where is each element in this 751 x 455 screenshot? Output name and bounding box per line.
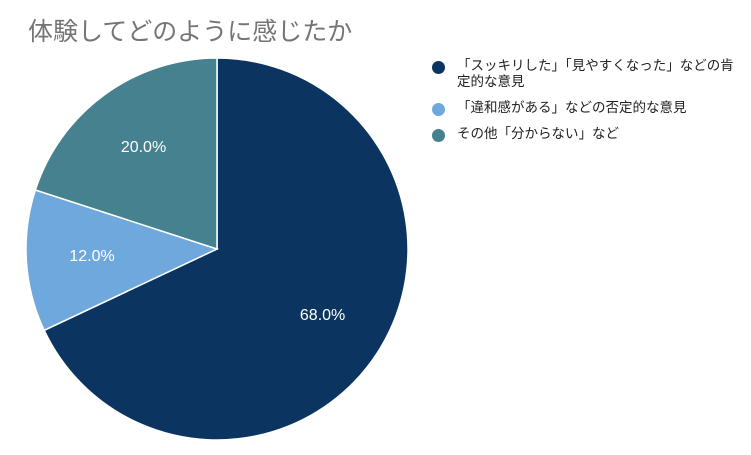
legend-item-positive[interactable]: 「スッキリした」「見やすくなった」などの肯定的な意見 <box>432 58 742 90</box>
pie-slice-negative[interactable] <box>25 189 220 332</box>
pie-label-negative: 12.0% <box>69 248 114 265</box>
legend-swatch-positive <box>432 61 445 74</box>
legend-label-positive: 「スッキリした」「見やすくなった」などの肯定的な意見 <box>457 58 734 90</box>
legend-label-negative: 「違和感がある」などの否定的な意見 <box>457 100 687 116</box>
legend: 「スッキリした」「見やすくなった」などの肯定的な意見 「違和感がある」などの否定… <box>432 58 742 152</box>
legend-item-negative[interactable]: 「違和感がある」などの否定的な意見 <box>432 100 742 116</box>
pie-slice-positive[interactable] <box>43 57 409 441</box>
pie-label-other: 20.0% <box>121 139 166 156</box>
legend-swatch-negative <box>432 103 445 116</box>
legend-label-other: その他「分からない」など <box>457 126 619 142</box>
pie-label-positive: 68.0% <box>300 307 345 324</box>
pie-slice-other[interactable] <box>34 57 218 251</box>
legend-swatch-other <box>432 129 445 142</box>
legend-item-other[interactable]: その他「分からない」など <box>432 126 742 142</box>
chart-title: 体験してどのように感じたか <box>28 17 353 46</box>
